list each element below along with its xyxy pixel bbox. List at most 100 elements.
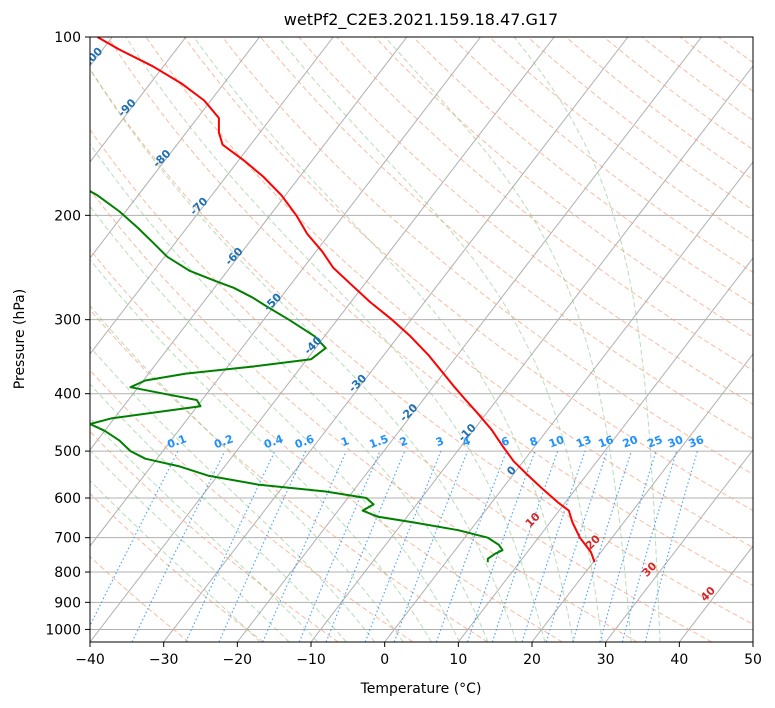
moist-adiabat: [90, 449, 290, 642]
isotherm: [531, 353, 753, 642]
isotherm: [457, 257, 753, 642]
mixing-ratio-line: [621, 450, 678, 642]
x-tick-label: −10: [296, 652, 326, 668]
dry-adiabat: [450, 37, 753, 273]
y-axis-ticks: 100 200 300 400 500 600 700 800 900 1000: [45, 30, 90, 638]
y-tick-label: 1000: [45, 622, 81, 638]
temperature-line: [96, 37, 596, 563]
x-tick-label: 0: [380, 652, 389, 668]
dry-adiabat: [107, 37, 753, 586]
mixing-ratio-label: 25: [646, 433, 665, 450]
y-tick-label: 600: [54, 491, 81, 507]
mixing-ratio-label: 10: [547, 433, 566, 451]
moist-adiabat: [193, 37, 575, 642]
mixing-ratio-line: [298, 450, 381, 642]
dry-adiabat: [412, 37, 753, 306]
background-lines: [90, 37, 753, 642]
x-tick-label: 50: [744, 652, 762, 668]
moist-adiabat: [90, 143, 489, 642]
dry-adiabat: [260, 37, 753, 440]
mixing-ratio-label: 16: [597, 433, 616, 451]
mixing-ratio-line: [572, 450, 632, 642]
dry-adiabat: [183, 37, 753, 512]
mixing-ratio-line: [131, 450, 226, 642]
mixing-ratio-label: 36: [687, 433, 706, 451]
isotherm: [605, 449, 753, 642]
isotherm: [90, 37, 187, 163]
moist-adiabat: [90, 417, 319, 642]
mixing-ratio-line: [545, 450, 608, 642]
y-tick-label: 800: [54, 565, 81, 581]
sounding-profiles: [90, 37, 596, 563]
y-axis-title: Pressure (hPa): [12, 289, 28, 389]
x-tick-label: 10: [449, 652, 467, 668]
dewpoint-line: [90, 190, 504, 563]
x-tick-label: 40: [670, 652, 688, 668]
mixing-ratio-label: 1: [339, 434, 351, 449]
dry-adiabat: [336, 37, 753, 371]
dry-adiabat: [145, 37, 753, 549]
mixing-ratio-label: 0.2: [212, 432, 235, 451]
moist-adiabat: [278, 37, 603, 642]
plot-frame: [89, 36, 754, 643]
dry-adiabat: [90, 68, 753, 625]
isotherm: [310, 65, 753, 642]
dry-adiabat: [603, 37, 753, 151]
y-tick-label: 300: [54, 313, 81, 329]
y-tick-label: 400: [54, 387, 81, 403]
isotherm: [384, 161, 753, 642]
mixing-ratio-label: 1.5: [367, 432, 390, 451]
dry-adiabat: [527, 37, 753, 211]
chart-title: wetPf2_C2E3.2021.159.18.47.G17: [284, 10, 558, 30]
moist-adiabat: [90, 258, 432, 642]
moist-adiabat: [90, 479, 261, 642]
x-tick-label: −40: [75, 652, 105, 668]
moist-adiabat: [125, 37, 546, 642]
mixing-ratio-label: 4: [461, 434, 473, 449]
isotherm: [90, 37, 334, 355]
mixing-ratio-label: 30: [666, 433, 685, 451]
x-axis-ticks: −40 −30 −20 −10 0 10 20 30 40 50: [75, 642, 762, 668]
dry-adiabat: [90, 188, 638, 642]
dry-adiabat: [221, 37, 753, 475]
mixing-ratio-line: [185, 450, 276, 642]
x-tick-label: 30: [597, 652, 615, 668]
mixing-ratio-line: [435, 450, 508, 642]
mixing-ratio-label: 3: [434, 434, 446, 449]
dry-adiabat: [374, 37, 753, 338]
mixing-ratio-label: 13: [574, 433, 593, 450]
mixing-ratio-label: 8: [528, 434, 540, 449]
isotherm: [236, 37, 702, 642]
x-axis-title: Temperature (°C): [360, 681, 482, 697]
isotherm: [90, 37, 408, 451]
isotherm: [90, 37, 481, 547]
x-tick-label: 20: [523, 652, 541, 668]
x-tick-label: −20: [223, 652, 253, 668]
y-tick-label: 100: [54, 30, 81, 46]
x-tick-label: −30: [149, 652, 179, 668]
plot-background: [90, 37, 753, 642]
mixing-ratio-line: [491, 450, 559, 642]
mixing-ratio-line: [218, 450, 307, 642]
moist-adiabat: [384, 37, 632, 642]
mixing-ratio-label: 2: [398, 434, 410, 449]
dry-adiabat: [90, 128, 712, 642]
isotherm: [90, 37, 555, 642]
mixing-ratio-label: 20: [621, 433, 640, 451]
y-tick-label: 700: [54, 531, 81, 547]
mixing-ratio-label: 0.1: [165, 432, 188, 451]
mixing-ratio-label: 0.4: [262, 432, 285, 451]
moist-adiabat: [90, 383, 347, 642]
mixing-ratio-line: [599, 450, 657, 642]
y-tick-label: 500: [54, 444, 81, 460]
dry-adiabat: [90, 248, 563, 642]
moist-adiabat: [90, 304, 404, 642]
moist-adiabat: [90, 68, 517, 642]
mixing-ratio-line: [521, 450, 586, 642]
dry-adiabat: [489, 37, 753, 242]
y-tick-label: 900: [54, 595, 81, 611]
dry-adiabat: [298, 37, 753, 405]
mixing-ratio-line: [644, 450, 698, 642]
dry-adiabat: [90, 369, 414, 642]
